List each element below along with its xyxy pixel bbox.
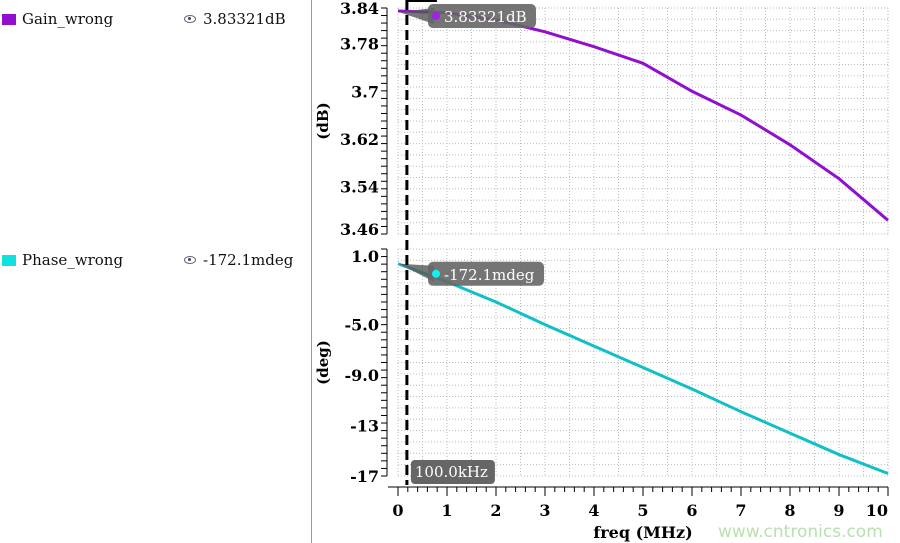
x-tick-label: 2 <box>490 501 501 520</box>
x-tick-label: 8 <box>784 501 795 520</box>
marker-label-box <box>428 261 544 286</box>
y-tick-label: 3.78 <box>340 35 379 54</box>
legend-label-phase: Phase_wrong <box>22 251 124 269</box>
x-tick-label: 3 <box>539 501 550 520</box>
marker-label: -172.1mdeg <box>444 266 535 284</box>
x-tick-label: 6 <box>686 501 697 520</box>
x-tick-label: 4 <box>588 501 599 520</box>
x-tick-label: 10 <box>866 501 888 520</box>
y-tick-label: -13 <box>350 417 379 436</box>
y-tick-label: 3.46 <box>340 220 379 239</box>
phase-marker-value: -172.1mdeg <box>203 251 294 269</box>
series-line-Phase_wrong <box>397 262 889 475</box>
marker-label: 3.83321dB <box>444 8 527 26</box>
y-tick-label: 1.0 <box>351 247 379 266</box>
legend-label-gain: Gain_wrong <box>22 10 114 28</box>
x-tick-label: 5 <box>637 501 648 520</box>
phase-swatch <box>2 254 16 266</box>
y-tick-label: -17 <box>350 467 379 486</box>
y-tick-label: -9.0 <box>345 366 379 385</box>
y-tick-label: 3.84 <box>340 0 379 18</box>
x-tick-label: 1 <box>441 501 452 520</box>
eye-icon[interactable] <box>184 256 196 264</box>
y-tick-label: 3.62 <box>340 130 379 149</box>
x-tick-label: 9 <box>833 501 844 520</box>
x-axis-label: freq (MHz) <box>593 523 692 542</box>
gain-swatch <box>2 13 16 25</box>
x-tick-label: 7 <box>735 501 746 520</box>
marker-dot <box>432 12 440 21</box>
marker-pointer <box>398 263 434 282</box>
y-axis-label: (dB) <box>314 102 332 139</box>
watermark: www.cntronics.com <box>718 522 883 542</box>
y-tick-label: 3.54 <box>340 177 379 196</box>
y-tick-label: 3.7 <box>351 82 379 101</box>
cursor-label-box <box>410 460 495 484</box>
gain-marker-value: 3.83321dB <box>203 10 286 28</box>
marker-pointer <box>398 8 434 25</box>
legend-item-gain[interactable]: Gain_wrong <box>2 10 113 28</box>
y-tick-label: -5.0 <box>345 316 379 335</box>
y-axis-label: (deg) <box>314 340 332 385</box>
legend-panel: Gain_wrong 3.83321dB Phase_wrong -172.1m… <box>0 0 312 543</box>
x-tick-label: 0 <box>392 501 403 520</box>
cursor-label: 100.0kHz <box>415 463 488 481</box>
eye-icon[interactable] <box>184 15 196 23</box>
legend-item-phase[interactable]: Phase_wrong <box>2 251 123 269</box>
marker-dot <box>432 269 440 278</box>
marker-label-box <box>428 4 536 29</box>
